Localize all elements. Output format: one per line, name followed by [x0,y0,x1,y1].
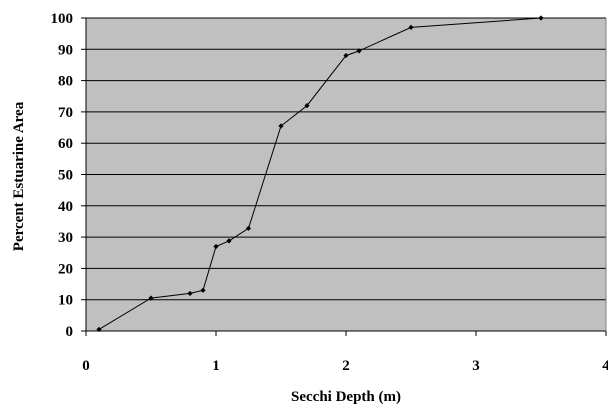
y-tick-label: 20 [58,261,73,277]
axes [81,17,607,336]
data-point [408,24,414,30]
y-tick-labels: 0 10 20 30 40 50 60 70 80 90 100 [51,11,74,340]
data-point [187,290,193,297]
y-axis-title: Percent Estuarine Area [11,101,27,251]
y-tick-label: 90 [58,42,73,58]
y-tick-label: 0 [66,324,74,340]
data-point [304,103,310,109]
y-tick-label: 100 [51,11,74,27]
y-tick-label: 80 [58,74,73,90]
data-point [278,123,284,129]
data-point [356,48,362,54]
data-point [226,238,232,244]
y-tick-label: 30 [58,230,73,246]
data-point [245,225,252,231]
x-tick-label: 2 [342,358,350,374]
y-tick-label: 60 [58,136,73,152]
y-tick-label: 40 [58,199,73,215]
data-points [96,15,544,333]
x-tick-label: 1 [212,358,220,374]
x-tick-label: 0 [82,358,90,374]
y-tick-label: 50 [58,168,73,184]
x-tick-label: 3 [472,358,480,374]
x-tick-label: 4 [602,358,608,374]
y-tick-label: 10 [58,293,73,309]
x-tick-labels: 0 1 2 3 4 [82,358,608,374]
data-point [538,15,544,21]
data-point [343,52,349,59]
data-point [96,326,102,333]
gridlines [86,17,606,332]
data-point [200,287,206,293]
data-point [148,295,154,301]
x-axis-title: Secchi Depth (m) [291,389,401,405]
y-tick-label: 70 [58,105,73,121]
data-point [213,243,219,250]
